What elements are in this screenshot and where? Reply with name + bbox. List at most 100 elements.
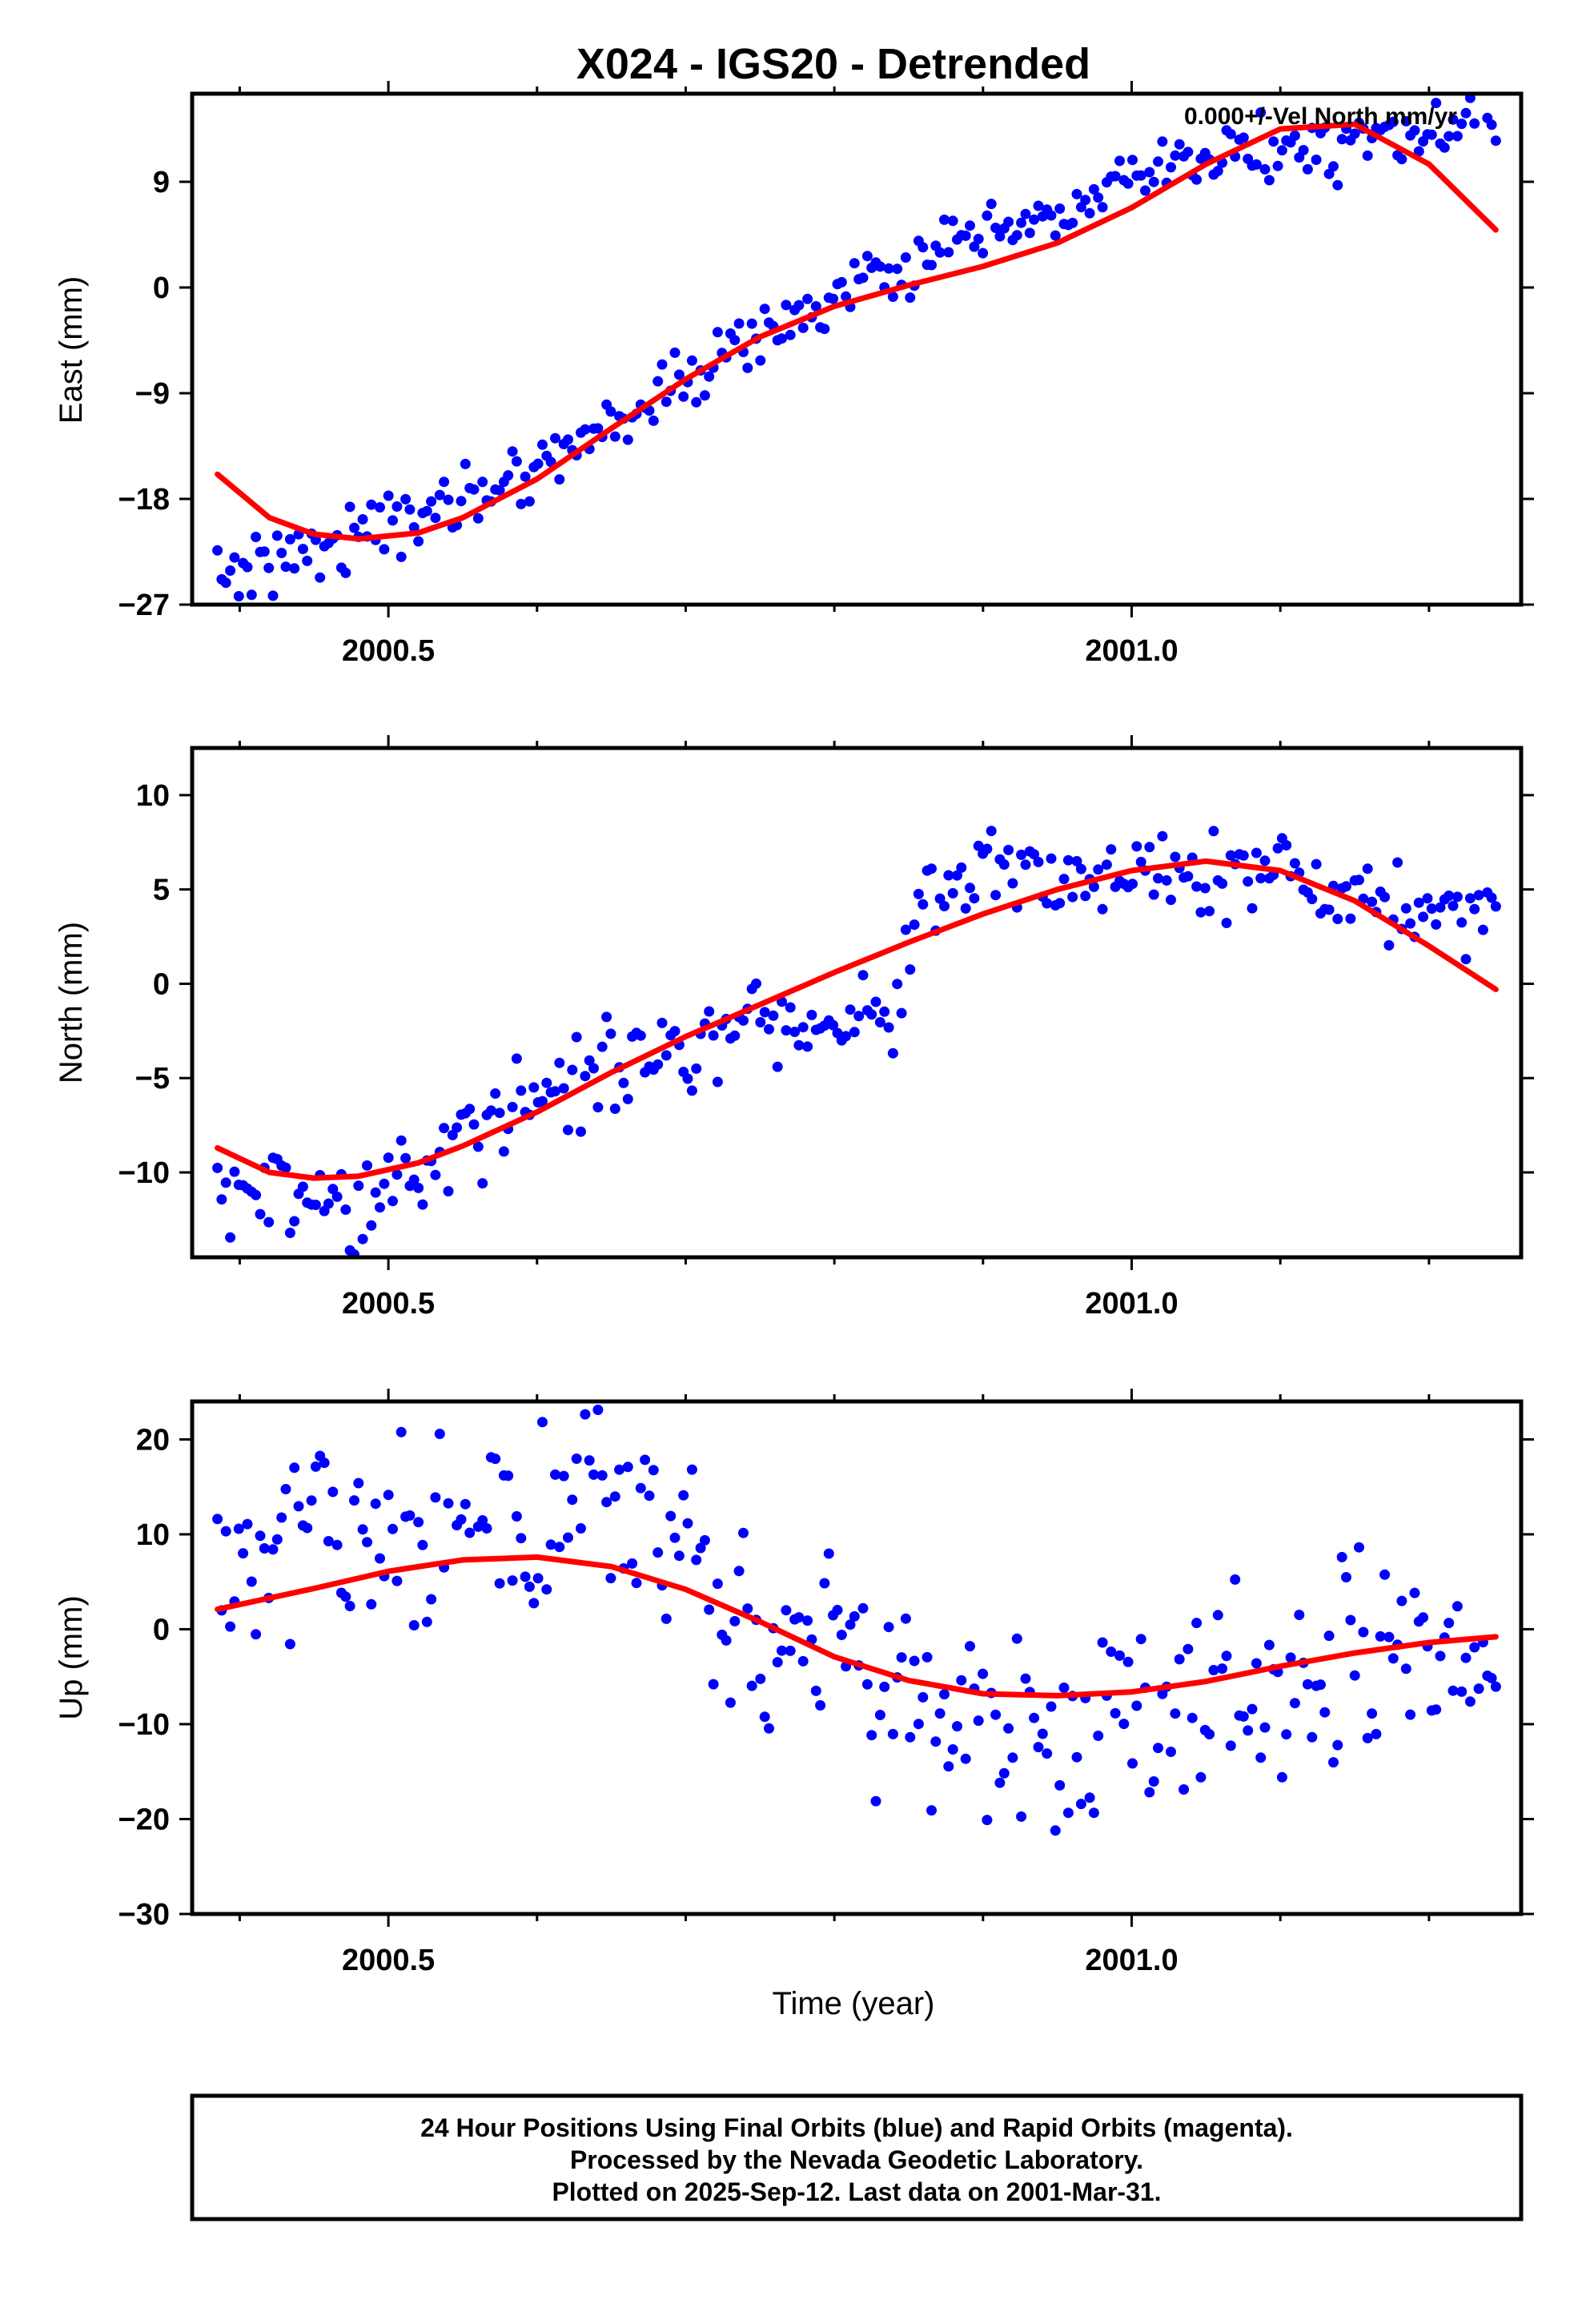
up-data-point [1319, 1707, 1331, 1718]
east-data-point [375, 502, 385, 513]
up-data-point [956, 1675, 967, 1686]
up-data-point [1294, 1610, 1305, 1620]
up-data-point [520, 1571, 531, 1582]
east-data-point [841, 291, 852, 302]
up-data-point [1435, 1651, 1446, 1662]
north-data-point [781, 1025, 792, 1036]
up-data-point [699, 1534, 710, 1546]
north-data-point [1247, 903, 1258, 914]
up-data-point [1307, 1731, 1318, 1743]
up-data-point [340, 1591, 351, 1602]
north-ytick-label: −5 [135, 1062, 170, 1096]
north-data-point [841, 1031, 852, 1042]
up-data-point [1153, 1743, 1163, 1754]
up-data-point [1016, 1811, 1027, 1822]
up-data-point [1114, 1650, 1125, 1661]
up-ytick-label: −10 [118, 1708, 170, 1742]
east-data-point [883, 263, 894, 274]
north-data-point [1166, 895, 1176, 906]
caption-line-3: Plotted on 2025-Sep-12. Last data on 200… [552, 2177, 1161, 2206]
north-data-point [1323, 904, 1335, 915]
east-panel: −27 −18 −9 0 9 2000.5 2001.0 0.000+/-Vel North… [54, 81, 1534, 668]
up-data-point [421, 1616, 432, 1627]
up-data-point [1251, 1658, 1262, 1669]
east-data-point [524, 496, 535, 507]
up-data-point [691, 1554, 702, 1566]
east-data-point [793, 300, 805, 311]
up-data-point [1405, 1709, 1416, 1720]
up-data-point [861, 1679, 873, 1690]
north-data-point [1033, 856, 1044, 867]
north-data-point [596, 1041, 608, 1052]
east-data-point [849, 258, 860, 269]
east-data-point [284, 533, 295, 545]
up-data-point [511, 1511, 522, 1522]
east-data-point [1452, 131, 1463, 142]
east-data-point [357, 514, 368, 525]
east-data-point [1097, 202, 1108, 213]
up-data-point [443, 1498, 454, 1509]
north-data-point [939, 901, 950, 911]
up-data [212, 1405, 1501, 1836]
east-data-point [785, 329, 796, 340]
up-data-point [978, 1668, 989, 1679]
north-data-point [357, 1233, 368, 1244]
north-data-point [1238, 850, 1249, 861]
north-y-axis-label: North (mm) [54, 922, 89, 1084]
up-data-point [764, 1723, 774, 1734]
up-data-point [1148, 1776, 1159, 1787]
up-data-point [802, 1615, 813, 1626]
east-data-point [263, 562, 275, 573]
up-data-point [1379, 1569, 1391, 1580]
north-data-point [400, 1152, 412, 1164]
east-data-point [797, 322, 809, 333]
north-data-point [917, 899, 929, 910]
up-data-point [1003, 1723, 1014, 1734]
up-data-point [545, 1539, 556, 1550]
north-data-point [310, 1200, 321, 1210]
north-data-point [1464, 893, 1476, 904]
north-data-point [443, 1186, 454, 1196]
north-data-point [366, 1220, 377, 1231]
up-data-point [870, 1795, 881, 1807]
up-data-point [952, 1721, 962, 1732]
east-data-point [978, 247, 989, 259]
east-data-point [1431, 98, 1442, 109]
east-data-point [648, 415, 659, 426]
north-data-point [1020, 859, 1031, 870]
north-ytick-label: 5 [153, 874, 170, 907]
east-data-point [755, 355, 766, 366]
east-data-point [777, 333, 787, 344]
north-data-point [477, 1178, 488, 1189]
east-data-point [733, 318, 745, 329]
north-data-point [806, 1009, 817, 1020]
north-data-point [1354, 875, 1364, 886]
up-data-point [550, 1469, 560, 1480]
east-data-point [1486, 119, 1497, 131]
up-data-point [319, 1458, 330, 1469]
east-data-point [1088, 183, 1099, 195]
north-data-point [802, 1041, 813, 1052]
north-data-point [580, 1071, 591, 1082]
north-data-point [1490, 901, 1501, 912]
up-data-point [998, 1767, 1010, 1779]
north-data-point [759, 1007, 770, 1018]
up-plot-area: −30 −20 −10 0 10 20 2000.5 2001.0 [118, 1389, 1534, 1977]
up-data-point [1020, 1673, 1031, 1684]
north-data-point [1473, 890, 1484, 901]
up-data-point [396, 1426, 407, 1437]
north-data-point [751, 978, 761, 989]
up-data-point [738, 1527, 749, 1538]
up-data-point [494, 1578, 505, 1589]
north-data-point [913, 888, 924, 899]
up-data-point [1464, 1696, 1476, 1707]
up-data-point [524, 1581, 535, 1592]
up-frame [190, 1399, 1524, 1916]
east-data-point [1255, 107, 1267, 118]
east-data-point [669, 347, 681, 358]
up-data-point [729, 1615, 741, 1626]
up-data-point [220, 1526, 231, 1537]
up-data-point [588, 1469, 599, 1480]
north-data-point [212, 1162, 223, 1173]
